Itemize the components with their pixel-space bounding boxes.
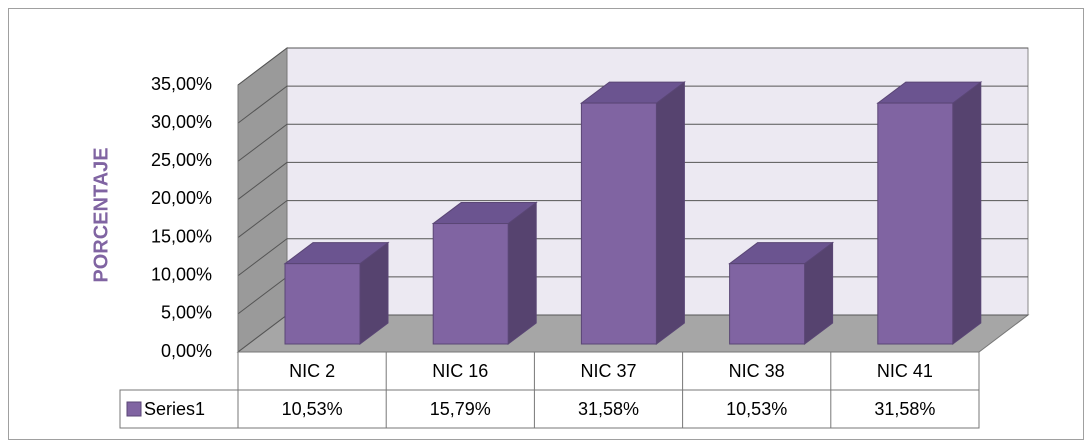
x-tick-label: NIC 41 <box>877 361 933 381</box>
y-tick-label: 15,00% <box>151 226 212 246</box>
table-row <box>119 389 980 429</box>
bar-side <box>952 81 982 345</box>
table-value: 15,79% <box>430 399 491 419</box>
bar <box>580 102 657 345</box>
y-tick-label: 20,00% <box>151 188 212 208</box>
grid-line <box>237 123 1028 162</box>
x-tick-label: NIC 2 <box>289 361 335 381</box>
legend-label: Series1 <box>144 399 205 419</box>
bar <box>432 223 509 345</box>
y-tick-label: 0,00% <box>161 341 212 361</box>
bar <box>729 263 806 345</box>
x-tick-label: NIC 38 <box>729 361 785 381</box>
table-value: 31,58% <box>874 399 935 419</box>
table-value: 31,58% <box>578 399 639 419</box>
bar-side <box>655 81 685 345</box>
grid-line <box>237 47 1028 86</box>
y-tick-label: 25,00% <box>151 150 212 170</box>
grid-line <box>237 200 1028 238</box>
x-tick-label: NIC 37 <box>580 361 636 381</box>
y-tick-label: 30,00% <box>151 112 212 132</box>
grid-line <box>237 238 1028 277</box>
grid-line <box>237 161 1028 200</box>
y-tick-label: 35,00% <box>151 74 212 94</box>
grid-line <box>237 85 1028 124</box>
table-value: 10,53% <box>282 399 343 419</box>
y-axis-label: PORCENTAJE <box>90 147 112 282</box>
x-tick-label: NIC 16 <box>432 361 488 381</box>
bar <box>877 102 954 345</box>
bar <box>284 263 361 345</box>
table-value: 10,53% <box>726 399 787 419</box>
table-header <box>237 351 980 391</box>
side-wall <box>237 46 288 354</box>
y-tick-label: 5,00% <box>161 303 212 323</box>
bar-side <box>507 201 537 345</box>
y-tick-label: 10,00% <box>151 264 212 284</box>
legend-key <box>126 401 142 417</box>
